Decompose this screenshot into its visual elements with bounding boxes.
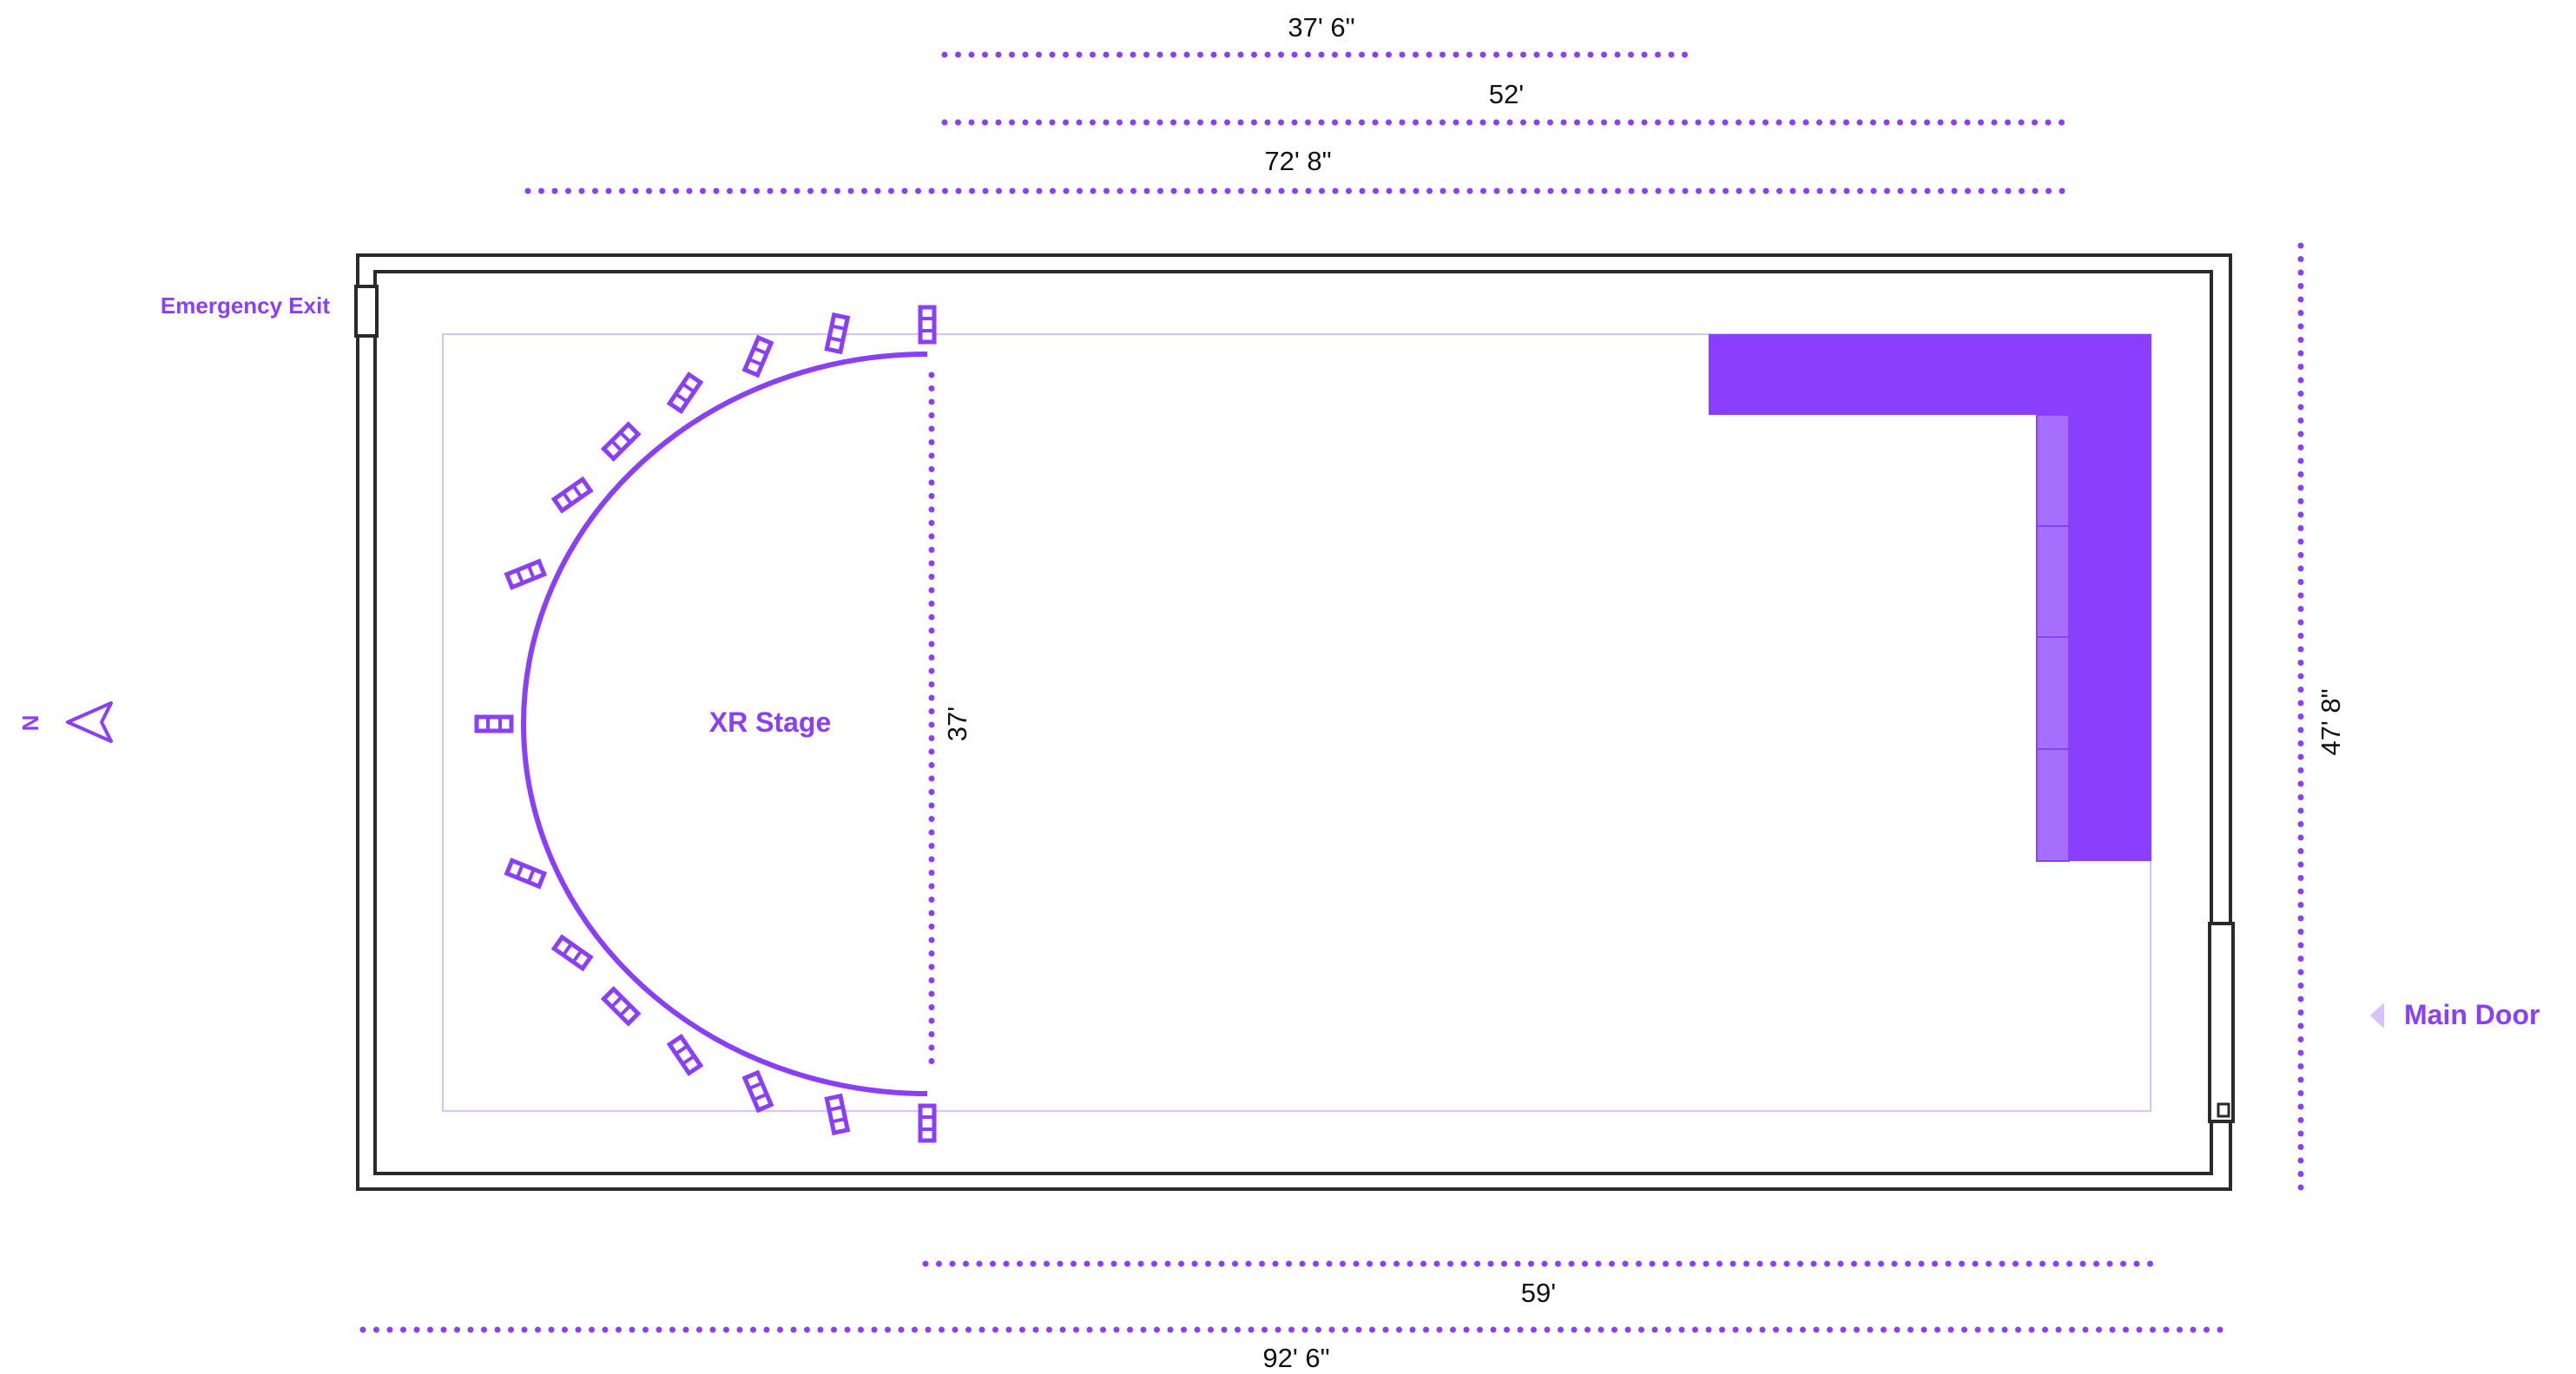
main-door-label: Main Door xyxy=(2404,999,2540,1030)
north-arrow-icon xyxy=(66,701,113,743)
bar-seat xyxy=(2036,636,2070,750)
xr-stage-arc[interactable] xyxy=(521,352,928,1096)
main-door-indicator: Main Door xyxy=(2370,999,2540,1030)
emergency-exit-label: Emergency Exit xyxy=(161,293,330,319)
bar-seat xyxy=(2036,748,2070,862)
door-arrow-icon xyxy=(2370,1003,2384,1029)
north-label: N xyxy=(17,715,43,732)
emergency-exit-door[interactable] xyxy=(354,285,379,338)
bar-seat xyxy=(2036,414,2070,527)
stage-light-group xyxy=(474,305,937,1143)
outer-wall xyxy=(356,253,2232,1191)
dim-label-bottom-2: 92' 6" xyxy=(1262,1343,1329,1373)
dim-label-top-2: 52' xyxy=(1489,79,1524,109)
dim-label-top-1: 37' 6" xyxy=(1288,12,1354,43)
stage-light-icon xyxy=(666,1033,704,1076)
stage-light-icon xyxy=(474,714,514,733)
north-indicator: N xyxy=(17,701,113,743)
bottom-dimensions: 59' 92' 6" xyxy=(359,1260,2237,1373)
dim-label-stage-depth: 37' xyxy=(942,707,972,741)
stage-light-icon xyxy=(918,1103,937,1143)
dim-label-top-3: 72' 8" xyxy=(1264,146,1331,176)
bar-seat xyxy=(2036,525,2070,638)
stage-light-icon xyxy=(666,371,704,415)
main-door-panel xyxy=(2217,1102,2230,1118)
stage-label: XR Stage xyxy=(709,707,831,738)
main-door[interactable] xyxy=(2208,922,2235,1123)
stage-light-icon xyxy=(600,421,642,463)
stage-light-icon xyxy=(550,934,594,972)
stage-light-icon xyxy=(824,312,851,355)
stage-light-icon xyxy=(918,305,937,345)
stage-light-icon xyxy=(600,985,642,1027)
bar-counter xyxy=(1709,334,2151,862)
floor-area-outline xyxy=(442,333,2151,1112)
dim-label-right-height: 47' 8" xyxy=(2316,688,2346,755)
building-walls xyxy=(354,253,2235,1191)
stage-light-icon xyxy=(504,858,548,890)
bar-side-section xyxy=(2069,415,2151,861)
stage-light-icon xyxy=(741,1069,774,1114)
bar-top-section xyxy=(1709,334,2151,415)
inner-wall xyxy=(373,270,2213,1175)
stage-light-icon xyxy=(741,334,774,378)
dim-label-bottom-1: 59' xyxy=(1521,1278,1556,1308)
bar-seating xyxy=(2036,414,2070,862)
top-dimensions: 37' 6" 52' 72' 8" xyxy=(524,12,2072,194)
stage-light-icon xyxy=(550,476,594,514)
stage-light-icon xyxy=(824,1093,851,1136)
stage-light-icon xyxy=(504,558,548,590)
